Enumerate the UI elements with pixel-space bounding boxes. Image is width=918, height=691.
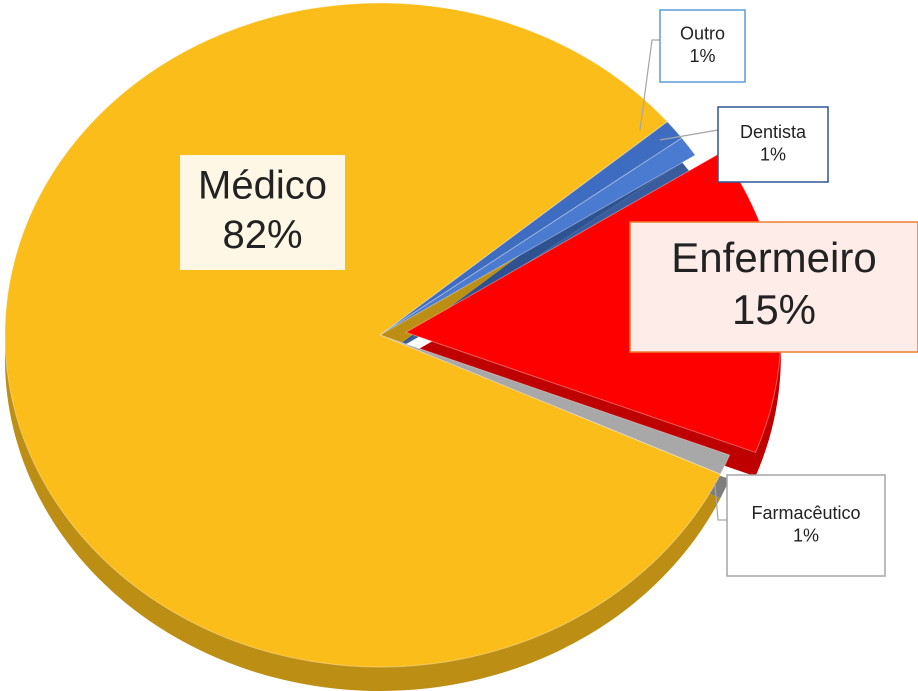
leader-line xyxy=(639,39,660,131)
data-label-value: 1% xyxy=(760,144,786,164)
pie-slice xyxy=(379,120,683,336)
data-label-value: 15% xyxy=(732,286,816,333)
data-label-name: Médico xyxy=(198,163,327,207)
leader-line xyxy=(659,129,719,141)
data-label-box xyxy=(629,221,918,353)
data-label-box xyxy=(180,155,345,270)
pie-slice xyxy=(379,334,731,475)
data-label-value: 1% xyxy=(793,525,819,545)
data-labels: Outro1%Dentista1%Enfermeiro15%Farmacêuti… xyxy=(180,9,918,577)
data-label-name: Farmacêutico xyxy=(751,503,860,523)
leader-line xyxy=(714,484,727,521)
data-label-box xyxy=(726,474,886,577)
leader-lines xyxy=(639,39,727,521)
pie-slice xyxy=(379,137,696,336)
data-label-box xyxy=(717,106,829,183)
data-label-value: 1% xyxy=(689,46,715,66)
data-label-name: Enfermeiro xyxy=(671,234,876,281)
data-label-name: Dentista xyxy=(740,122,807,142)
data-label-name: Outro xyxy=(680,24,725,44)
data-label-value: 82% xyxy=(222,213,302,257)
data-label-box xyxy=(659,9,746,83)
